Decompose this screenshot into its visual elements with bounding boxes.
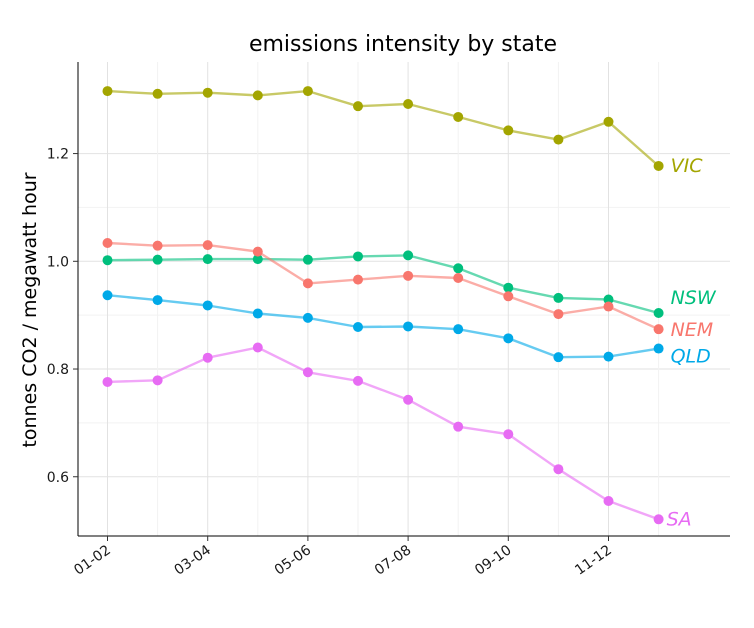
data-point-nem [603, 301, 614, 312]
data-point-sa [302, 367, 313, 378]
data-point-sa [653, 514, 664, 525]
data-point-nem [102, 237, 113, 248]
series-lines [107, 89, 660, 521]
gridlines [78, 62, 730, 536]
data-point-nem [403, 270, 414, 281]
y-tick-label: 0.8 [47, 362, 69, 378]
data-point-nsw [453, 263, 464, 274]
data-point-qld [302, 312, 313, 323]
data-point-sa [353, 375, 363, 386]
data-point-nsw [503, 282, 514, 293]
data-point-sa [252, 342, 263, 353]
series-labels: VIC NSW NEM QLD SA [667, 155, 717, 530]
data-point-nem [202, 240, 213, 251]
data-point-qld [353, 322, 363, 333]
series-line-nem [107, 241, 660, 331]
series-line-qld [107, 294, 659, 359]
data-point-nem [302, 278, 313, 289]
data-point-nsw [553, 292, 564, 303]
data-point-vic [503, 125, 514, 136]
data-point-nem [353, 274, 363, 285]
data-point-qld [553, 352, 564, 363]
data-point-nem [252, 246, 263, 257]
data-point-nsw [353, 251, 363, 262]
data-point-sa [102, 376, 113, 387]
chart-title: emissions intensity by state [249, 32, 557, 57]
data-point-qld [453, 324, 464, 335]
data-point-vic [152, 88, 163, 99]
data-point-vic [302, 86, 313, 97]
data-point-nsw [302, 254, 313, 265]
data-point-sa [553, 464, 564, 475]
series-label-qld: QLD [671, 346, 711, 368]
y-tick-label: 0.6 [47, 470, 69, 486]
series-label-vic: VIC [671, 155, 704, 177]
data-point-sa [603, 495, 614, 506]
data-point-vic [603, 116, 614, 127]
data-point-qld [102, 290, 113, 301]
data-point-nsw [102, 255, 113, 266]
data-point-nem [553, 309, 564, 320]
data-point-nem [152, 240, 163, 251]
data-point-vic [252, 90, 263, 101]
data-point-sa [403, 394, 414, 405]
series-line-nsw [107, 254, 659, 315]
data-point-nsw [653, 308, 664, 319]
series-line-sa [107, 346, 660, 521]
data-point-vic [653, 160, 664, 171]
data-point-nsw [252, 254, 263, 265]
data-point-nsw [152, 254, 163, 265]
data-point-sa [503, 429, 514, 440]
data-point-vic [353, 101, 363, 112]
data-point-sa [152, 375, 163, 386]
data-point-nem [453, 272, 464, 283]
data-point-qld [653, 343, 664, 354]
data-point-vic [453, 111, 464, 122]
data-point-qld [603, 351, 614, 362]
data-point-qld [202, 300, 213, 311]
y-tick-label: 1.2 [47, 147, 69, 163]
data-point-nsw [403, 250, 414, 261]
data-point-nem [653, 324, 664, 335]
data-point-vic [553, 134, 564, 145]
series-label-nsw: NSW [671, 287, 717, 309]
data-point-nem [503, 291, 514, 302]
series-line-vic [107, 89, 660, 167]
data-point-nsw [202, 254, 213, 265]
data-point-qld [152, 295, 163, 306]
series-label-nem: NEM [671, 319, 714, 341]
series-points [102, 86, 664, 525]
data-point-nsw [603, 294, 614, 305]
data-point-qld [252, 308, 263, 319]
data-point-vic [403, 99, 414, 110]
series-label-sa: SA [667, 508, 692, 530]
data-point-sa [453, 421, 464, 432]
data-point-vic [102, 86, 113, 97]
y-tick-label: 1.0 [47, 254, 69, 270]
plot-panel [78, 62, 730, 536]
data-point-qld [503, 333, 514, 344]
data-point-vic [202, 87, 213, 98]
data-point-qld [403, 321, 414, 332]
data-point-sa [202, 352, 213, 363]
y-axis-label: tonnes CO2 / megawatt hour [19, 172, 41, 447]
